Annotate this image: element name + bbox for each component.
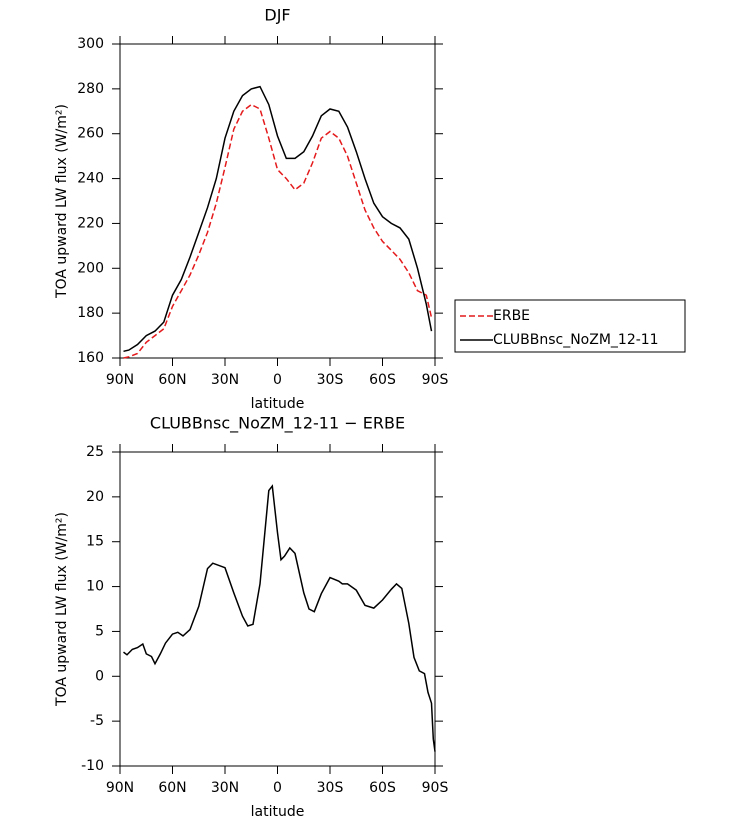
legend-label: CLUBBnsc_NoZM_12-11	[493, 332, 659, 348]
chart-title: CLUBBnsc_NoZM_12-11 − ERBE	[150, 414, 405, 434]
y-tick-label: 10	[86, 579, 104, 595]
y-tick-label: -10	[81, 758, 104, 774]
y-tick-label: 300	[77, 36, 104, 52]
y-tick-label: 240	[77, 171, 104, 187]
x-tick-label: 30N	[211, 372, 239, 388]
y-tick-label: 20	[86, 489, 104, 505]
y-tick-label: 5	[95, 623, 104, 639]
x-tick-label: 90N	[106, 372, 134, 388]
y-tick-label: 160	[77, 350, 104, 366]
plot-frame	[119, 451, 436, 767]
x-tick-label: 60N	[158, 780, 186, 796]
y-tick-label: 200	[77, 260, 104, 276]
x-tick-label: 0	[273, 372, 282, 388]
y-tick-label: 15	[86, 534, 104, 550]
legend-label: ERBE	[493, 308, 530, 324]
y-axis-label: TOA upward LW flux (W/m²)	[54, 104, 70, 299]
y-tick-label: -5	[90, 713, 104, 729]
data-line	[123, 85, 433, 353]
legend-box	[454, 299, 686, 353]
x-tick-label: 0	[273, 780, 282, 796]
x-tick-label: 90S	[422, 372, 449, 388]
y-axis-label: TOA upward LW flux (W/m²)	[54, 512, 70, 707]
y-tick-label: 220	[77, 215, 104, 231]
x-axis-label: latitude	[251, 396, 305, 412]
y-tick-label: 180	[77, 305, 104, 321]
x-tick-label: 90N	[106, 780, 134, 796]
x-tick-label: 60S	[369, 372, 396, 388]
x-tick-label: 30S	[317, 372, 344, 388]
y-tick-label: 0	[95, 668, 104, 684]
x-tick-label: 60S	[369, 780, 396, 796]
x-tick-label: 30N	[211, 780, 239, 796]
x-tick-label: 30S	[317, 780, 344, 796]
data-line	[123, 484, 436, 752]
x-axis-label: latitude	[251, 804, 305, 820]
y-tick-label: 25	[86, 444, 104, 460]
x-tick-label: 60N	[158, 372, 186, 388]
y-tick-label: 280	[77, 81, 104, 97]
x-tick-label: 90S	[422, 780, 449, 796]
y-tick-label: 260	[77, 126, 104, 142]
chart-title: DJF	[264, 6, 290, 25]
data-line	[123, 103, 433, 359]
